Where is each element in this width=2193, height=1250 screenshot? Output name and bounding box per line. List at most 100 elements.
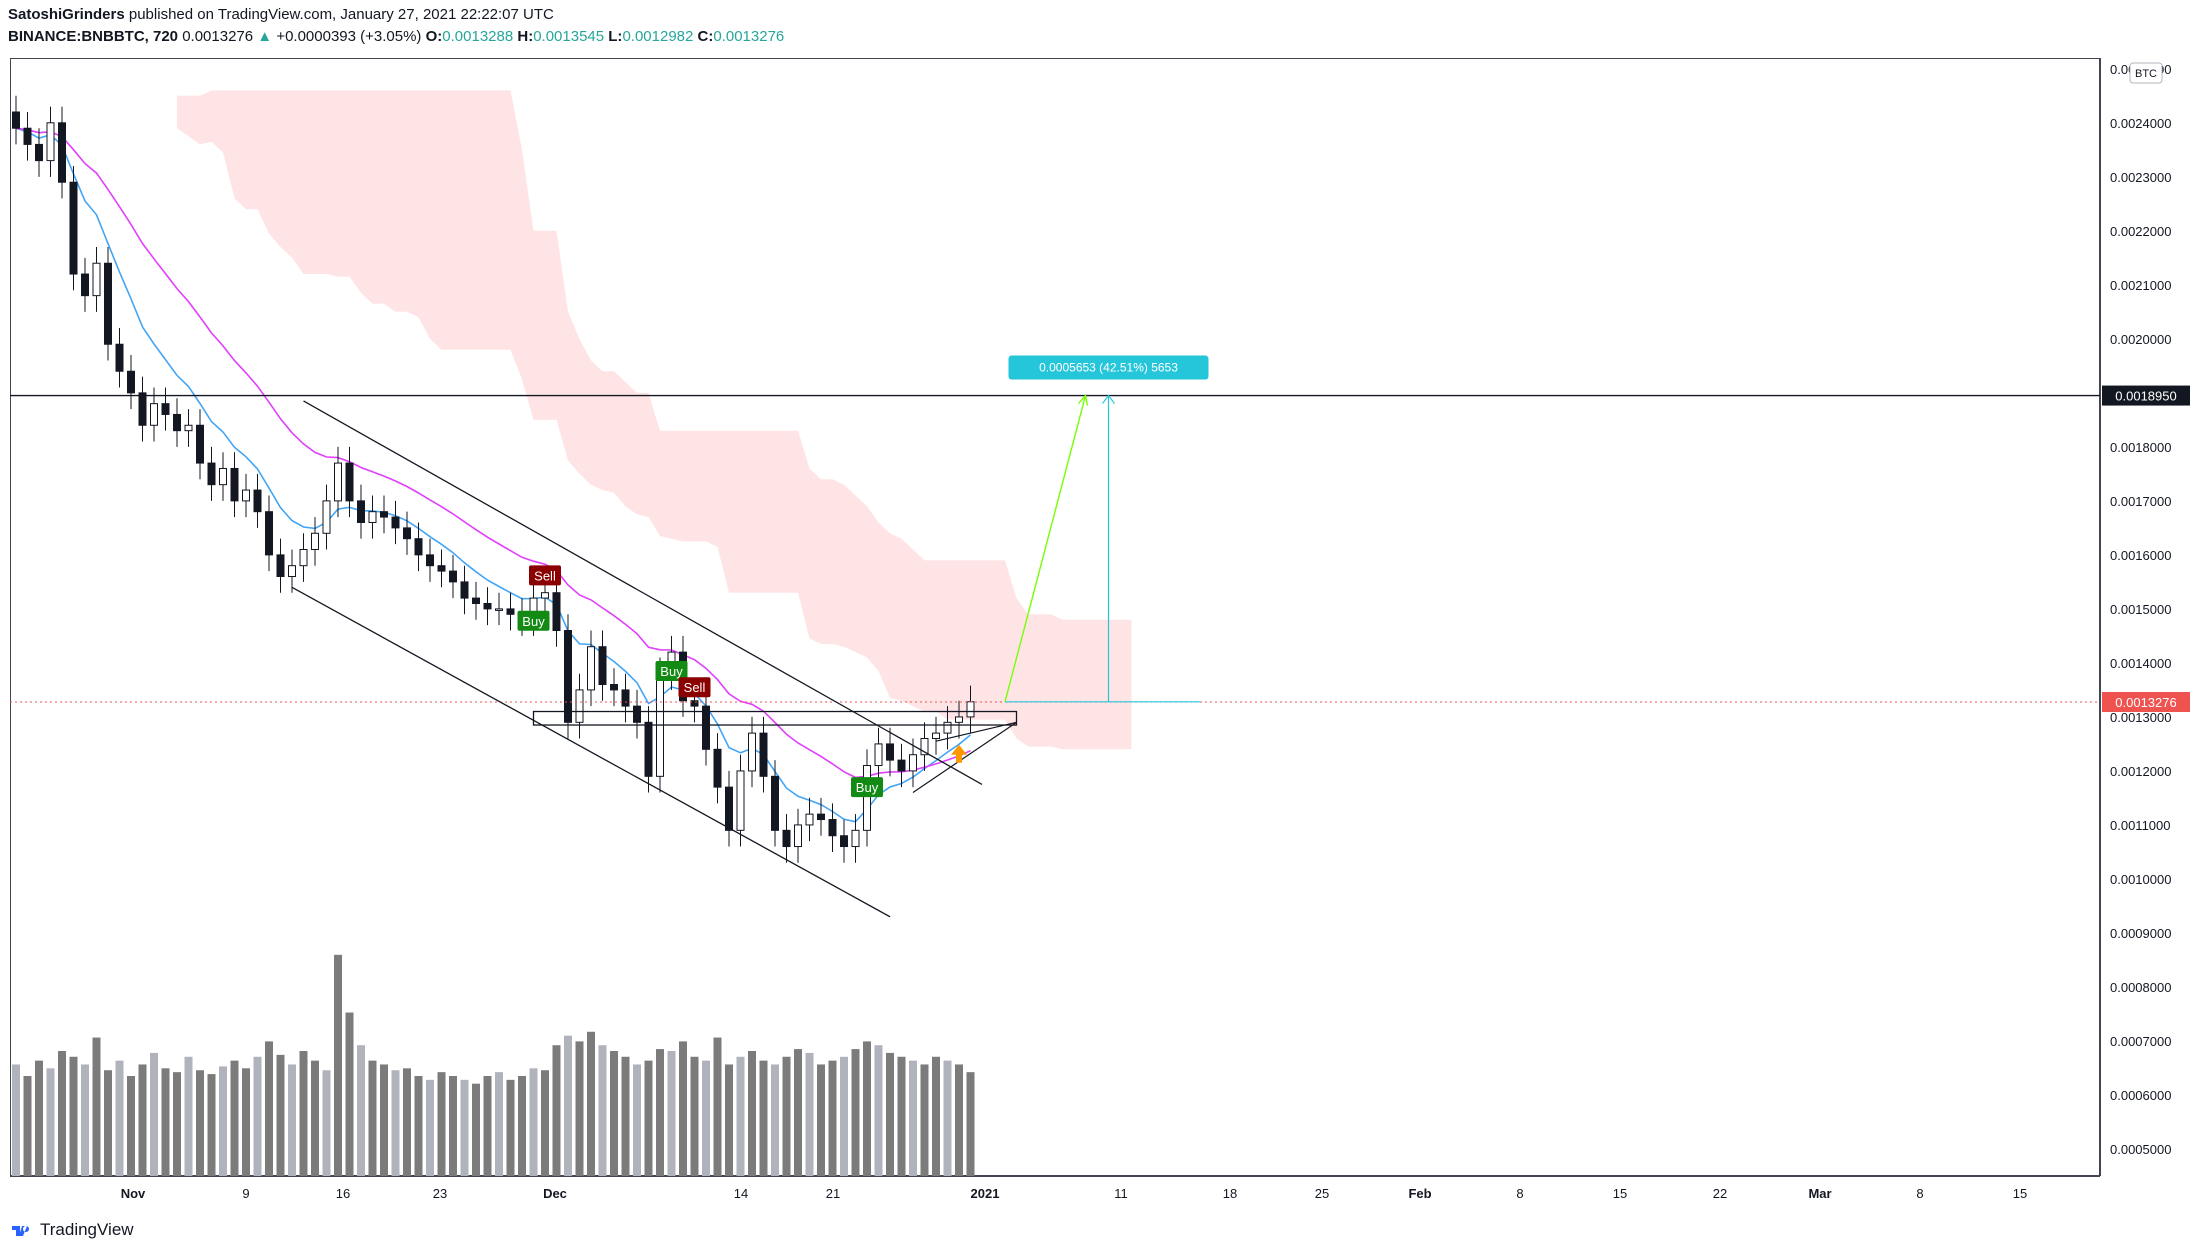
symbol-label[interactable]: BINANCE:BNBBTC, 720 xyxy=(8,28,179,45)
candle-down xyxy=(81,273,89,297)
low-label: L: xyxy=(608,28,623,45)
price-tick-label: 0.0012000 xyxy=(2110,764,2171,779)
candle-up xyxy=(748,732,756,772)
projection-arrowhead xyxy=(1077,394,1089,406)
candle-up xyxy=(334,462,342,502)
buy-signal: Buy xyxy=(851,777,883,798)
candle-down xyxy=(403,527,411,540)
buy-signal: Buy xyxy=(517,610,550,631)
candle-down xyxy=(621,689,630,707)
price-tick-label: 0.0020000 xyxy=(2110,332,2171,347)
candle-down xyxy=(690,700,699,707)
time-tick-label: Feb xyxy=(1408,1186,1431,1201)
volume-bar xyxy=(483,1076,492,1176)
current-price-box xyxy=(2102,692,2190,713)
time-tick-label: 8 xyxy=(1516,1186,1523,1201)
time-tick-label: 11 xyxy=(1114,1186,1128,1201)
measure-arrowhead xyxy=(1102,394,1115,404)
volume-bar xyxy=(23,1076,32,1176)
currency-badge-label: BTC xyxy=(2135,68,2157,80)
volume-bar xyxy=(966,1072,975,1176)
volume-bar xyxy=(955,1064,963,1176)
candle-up xyxy=(955,716,963,723)
volume-bar xyxy=(207,1074,216,1176)
signal-label: Sell xyxy=(534,568,556,583)
volume-bar xyxy=(587,1031,595,1176)
time-tick-label: Nov xyxy=(121,1186,146,1201)
volume-bar xyxy=(184,1056,193,1176)
candle-down xyxy=(230,467,239,502)
candle-down xyxy=(104,262,112,345)
signal-label: Buy xyxy=(522,614,545,629)
price-tick-label: 0.0022000 xyxy=(2110,224,2171,239)
tradingview-logo-icon[interactable] xyxy=(10,1222,34,1238)
volume-bar xyxy=(219,1066,227,1176)
volume-bar xyxy=(529,1068,538,1176)
chart-header: SatoshiGrinders published on TradingView… xyxy=(8,4,784,54)
volume-bar xyxy=(621,1056,630,1176)
volume-bar xyxy=(69,1056,78,1176)
candle-down xyxy=(69,181,78,275)
volume-bar xyxy=(127,1076,135,1176)
candle-up xyxy=(495,608,503,611)
time-tick-label: 25 xyxy=(1315,1186,1329,1201)
volume-bar xyxy=(932,1056,940,1176)
volume-bar xyxy=(564,1035,572,1176)
candle-down xyxy=(725,786,733,831)
candle-down xyxy=(138,392,147,426)
candle-down xyxy=(127,370,135,394)
signal-box xyxy=(655,661,688,682)
close-label: C: xyxy=(697,28,714,45)
volume-bar xyxy=(253,1056,262,1176)
candle-down xyxy=(115,343,124,372)
candle-up xyxy=(851,829,860,848)
high-value: 0.0013545 xyxy=(533,28,605,45)
volume-bar xyxy=(299,1051,308,1176)
candle-up xyxy=(587,646,595,691)
time-tick-label: 14 xyxy=(734,1186,748,1201)
time-axis[interactable]: Nov 9 16 23 Dec 14 21 2021 11 18 25 Feb 8 15 22 Mar 8 15 xyxy=(10,1176,2100,1212)
candle-up xyxy=(299,548,308,567)
volume-bar xyxy=(598,1045,607,1176)
low-value: 0.0012982 xyxy=(622,28,694,45)
candle-down xyxy=(506,608,515,615)
candle-down xyxy=(414,538,423,556)
tradingview-brand[interactable]: TradingView xyxy=(40,1220,134,1239)
volume-bar xyxy=(495,1072,503,1176)
volume-bar xyxy=(575,1041,584,1176)
signal-box xyxy=(517,610,550,631)
volume-bar xyxy=(276,1054,285,1176)
candle-down xyxy=(449,570,457,583)
price-tick-label: 0.0018000 xyxy=(2110,440,2171,455)
time-tick-label: 18 xyxy=(1223,1186,1237,1201)
candle-down xyxy=(552,592,561,632)
volume-bar xyxy=(81,1064,89,1176)
volume-bar xyxy=(161,1068,170,1176)
volume-bar xyxy=(437,1072,446,1176)
volume-bar xyxy=(702,1060,710,1176)
ema-fast-line xyxy=(15,127,972,823)
volume-bar xyxy=(943,1060,952,1176)
volume-bar xyxy=(656,1049,664,1176)
publisher-name[interactable]: SatoshiGrinders xyxy=(8,6,125,23)
up-arrow-icon: ▲ xyxy=(257,28,273,45)
signal-box xyxy=(851,777,883,798)
candle-down xyxy=(196,424,204,464)
candle-up xyxy=(575,689,584,723)
candle-down xyxy=(702,705,710,750)
candle-up xyxy=(863,765,871,831)
time-tick-label: 9 xyxy=(242,1186,249,1201)
volume-bar xyxy=(92,1037,101,1176)
candle-down xyxy=(23,127,32,145)
candle-down xyxy=(345,462,354,502)
price-tick-label: 0.0021000 xyxy=(2110,278,2171,293)
candle-down xyxy=(12,111,20,129)
candle-down xyxy=(598,646,607,686)
volume-bar xyxy=(874,1045,883,1176)
price-axis[interactable]: 0.00250000.00240000.00230000.00220000.00… xyxy=(2100,58,2193,1176)
candle-down xyxy=(564,630,572,723)
volume-bar xyxy=(759,1060,768,1176)
candle-down xyxy=(207,462,216,486)
volume-bar xyxy=(782,1056,791,1176)
